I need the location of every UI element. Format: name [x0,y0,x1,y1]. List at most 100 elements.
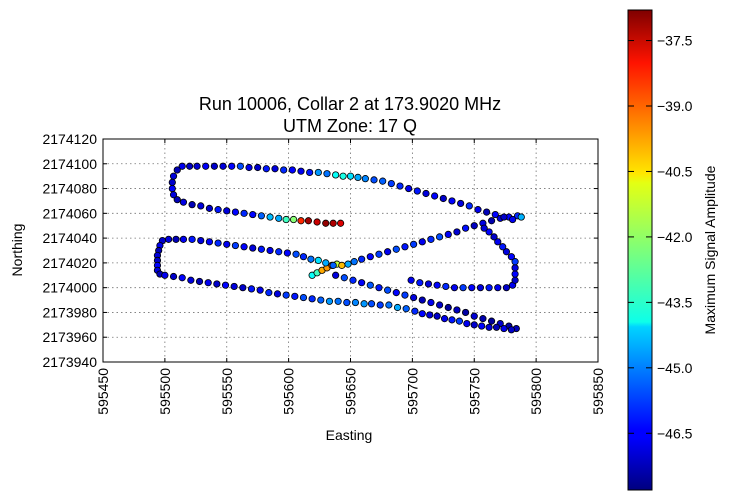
data-point [361,175,369,183]
x-tick-label: 595800 [528,368,544,415]
data-point [393,303,402,312]
x-tick-label: 595600 [281,368,297,415]
data-point [453,306,461,314]
y-axis-label: Northing [9,224,25,277]
data-point [228,162,236,170]
data-point [424,280,433,288]
data-point [416,279,424,287]
data-point [502,248,511,256]
data-point [186,162,194,170]
data-point [257,245,265,253]
data-point [179,235,188,243]
data-point [492,323,501,331]
data-point [422,189,430,198]
data-point [499,243,507,251]
data-point [444,230,452,238]
data-point [266,213,274,221]
x-axis-ticks: 595450 595500 595550 595600 595650 595700 5957… [95,139,606,415]
data-point [418,296,426,304]
data-point [231,208,240,216]
data-point [283,249,291,257]
data-point [299,293,308,302]
data-point [247,285,256,293]
data-point [351,298,360,307]
x-axis-label: Easting [326,427,373,443]
x-tick-label: 595850 [590,368,606,415]
data-point [427,235,435,243]
data-point [366,253,374,261]
data-point [350,258,358,266]
data-point [334,297,342,305]
data-point [291,292,299,300]
data-point [439,194,447,203]
data-point [470,321,478,329]
data-point [265,289,273,297]
data-point [275,248,283,256]
data-point [427,298,435,307]
data-point [173,166,181,174]
data-point [214,206,222,214]
data-point [385,301,393,309]
data-point [480,224,488,232]
data-point [332,171,340,179]
data-point [418,238,426,246]
data-point [410,293,418,302]
data-point [256,286,264,294]
data-point [450,284,459,292]
data-point [370,176,378,184]
data-point [511,270,519,278]
data-point [210,162,218,170]
data-point [396,182,404,190]
data-point [172,235,180,243]
data-point [204,279,212,287]
data-point [463,319,471,328]
data-point [239,284,247,292]
data-point [322,259,330,267]
colorbar-tick-label: −37.5 [657,33,693,49]
data-point [418,310,426,318]
colorbar-tick-label: −40.5 [657,163,693,179]
data-point [169,172,178,180]
data-point [511,258,519,266]
data-point [384,286,392,294]
data-point [188,235,196,243]
data-point [307,255,315,263]
data-point [392,289,400,297]
data-point [444,303,452,312]
colorbar-tick-label: −39.0 [657,98,693,114]
data-point [487,217,496,225]
colorbar-tick-label: −42.0 [657,229,693,245]
data-point [507,326,515,334]
y-tick-label: 2174060 [42,205,97,221]
data-point [459,284,467,292]
data-point [273,290,282,298]
x-tick-label: 595700 [404,368,420,415]
colorbar-tick-label: −46.5 [657,425,693,441]
data-point [245,163,253,172]
data-point [288,166,296,174]
data-point [402,305,410,313]
colorbar [627,9,653,491]
data-point [343,298,351,307]
data-point [249,210,257,219]
data-point [490,233,498,241]
data-point [358,279,366,287]
data-point [465,202,473,210]
data-point [346,172,355,180]
data-point [470,312,478,320]
y-tick-label: 2173960 [42,329,97,345]
data-point [262,165,270,173]
data-point [240,209,248,217]
data-point [405,184,413,193]
data-point [448,316,456,324]
data-point [461,224,470,232]
data-point [500,213,508,221]
data-point [379,177,387,185]
data-point [306,168,314,177]
data-point [483,208,491,216]
data-point [178,162,186,170]
data-point [195,277,204,286]
data-point [313,218,321,226]
data-point [205,238,214,246]
data-point [231,241,240,250]
